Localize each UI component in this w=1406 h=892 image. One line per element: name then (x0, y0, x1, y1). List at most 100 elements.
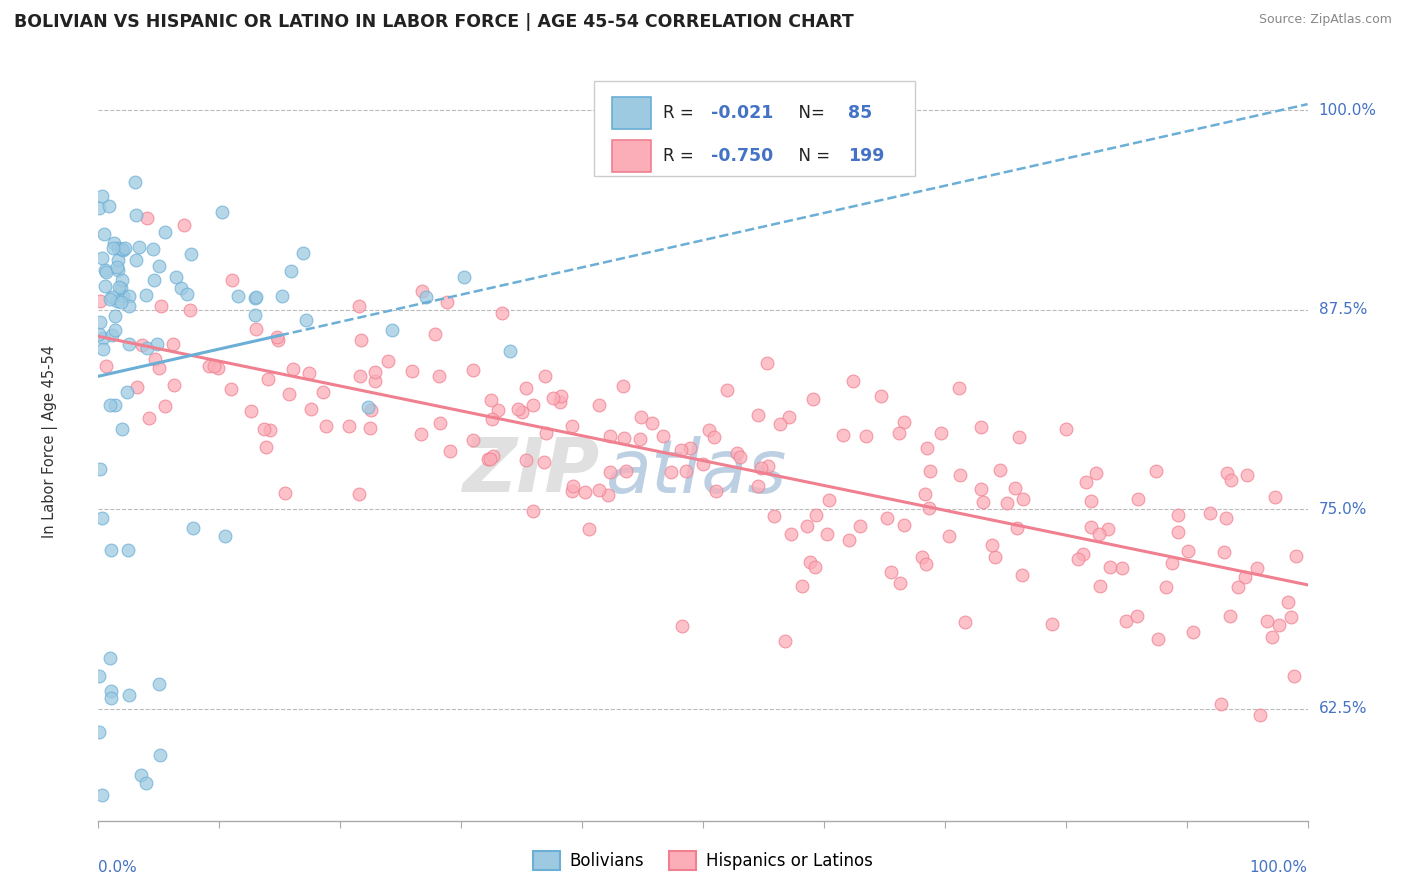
Point (100, 690, 122, 705)
Point (704, 483, 727, 498)
Point (889, 576, 911, 591)
Point (125, 253, 148, 268)
Point (918, 465, 941, 479)
Text: Source: ZipAtlas.com: Source: ZipAtlas.com (1258, 13, 1392, 27)
Point (91, 511, 114, 525)
Point (104, 309, 127, 323)
Point (1167, 524, 1189, 539)
Point (89, 315, 111, 329)
Point (614, 464, 637, 478)
Point (93, 227, 115, 241)
Point (107, 241, 129, 255)
Text: N =: N = (787, 147, 830, 165)
Point (1071, 547, 1094, 561)
Point (804, 508, 827, 522)
Point (257, 372, 280, 386)
Point (815, 527, 838, 541)
Point (128, 239, 150, 253)
Point (165, 270, 187, 285)
Point (995, 496, 1018, 510)
Point (1144, 464, 1167, 478)
Point (436, 295, 458, 310)
Point (536, 425, 558, 440)
Point (768, 417, 790, 431)
Point (243, 308, 266, 322)
Point (411, 285, 433, 299)
Point (105, 260, 128, 274)
Point (98, 398, 121, 412)
Point (949, 467, 972, 482)
Point (612, 379, 634, 393)
Point (1012, 492, 1035, 507)
Point (1212, 545, 1234, 559)
Point (267, 333, 290, 347)
Point (148, 360, 170, 375)
Point (773, 633, 796, 648)
Point (207, 360, 229, 375)
Point (534, 369, 557, 384)
Point (561, 484, 583, 499)
Point (970, 420, 993, 434)
Point (124, 209, 146, 223)
Point (630, 409, 652, 424)
Point (90, 788, 112, 802)
Point (1216, 466, 1239, 480)
Point (135, 776, 157, 790)
Point (548, 394, 571, 409)
Point (499, 343, 522, 358)
Point (596, 488, 619, 502)
Point (725, 446, 748, 460)
Point (675, 464, 697, 478)
Point (381, 323, 404, 337)
Point (94, 359, 117, 374)
Point (254, 440, 277, 454)
Point (1098, 560, 1121, 574)
Point (491, 305, 513, 319)
Text: 100.0%: 100.0% (1319, 103, 1376, 118)
Point (427, 368, 450, 383)
Point (1284, 549, 1306, 563)
Point (463, 363, 485, 377)
Point (692, 457, 714, 471)
Point (804, 559, 827, 574)
Point (377, 354, 399, 368)
Point (98, 292, 121, 306)
Point (89, 326, 111, 341)
Point (148, 677, 170, 691)
Point (105, 293, 128, 308)
FancyBboxPatch shape (613, 97, 651, 129)
Point (136, 211, 159, 225)
Point (486, 403, 509, 417)
Point (226, 289, 249, 303)
Point (515, 453, 537, 467)
Point (103, 236, 125, 251)
Point (1233, 570, 1256, 584)
Text: atlas: atlas (606, 436, 787, 508)
Point (533, 455, 555, 469)
Point (111, 242, 134, 256)
Point (1182, 625, 1205, 640)
FancyBboxPatch shape (595, 81, 915, 177)
Point (110, 281, 132, 295)
Point (124, 175, 146, 189)
Point (1111, 561, 1133, 575)
Point (562, 479, 585, 493)
Point (988, 462, 1011, 476)
Text: N=: N= (787, 104, 824, 122)
Point (984, 549, 1007, 564)
Point (415, 290, 437, 304)
Point (112, 289, 135, 303)
Point (1147, 632, 1170, 647)
Point (855, 428, 877, 442)
Point (138, 410, 160, 425)
Point (107, 263, 129, 277)
Text: 199: 199 (848, 147, 884, 165)
Point (703, 430, 725, 444)
Point (630, 432, 652, 446)
Point (697, 423, 720, 437)
Point (89, 294, 111, 309)
Point (1264, 490, 1286, 504)
Text: 75.0%: 75.0% (1319, 502, 1367, 516)
Point (641, 416, 664, 430)
Point (98, 650, 121, 665)
